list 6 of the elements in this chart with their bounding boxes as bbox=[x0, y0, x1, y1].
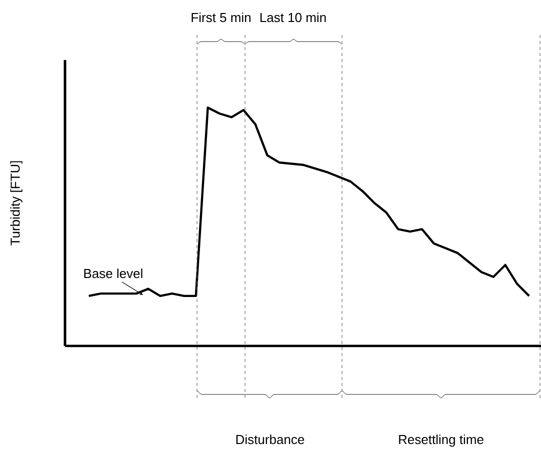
text: Disturbance bbox=[236, 434, 304, 444]
text: Last 10 min bbox=[260, 12, 326, 22]
y-axis-title: Turbidity [FTU] bbox=[10, 161, 22, 246]
text: Resettling time bbox=[399, 434, 484, 447]
text: First 5 min bbox=[192, 12, 250, 22]
annotation: Base level bbox=[84, 268, 142, 278]
